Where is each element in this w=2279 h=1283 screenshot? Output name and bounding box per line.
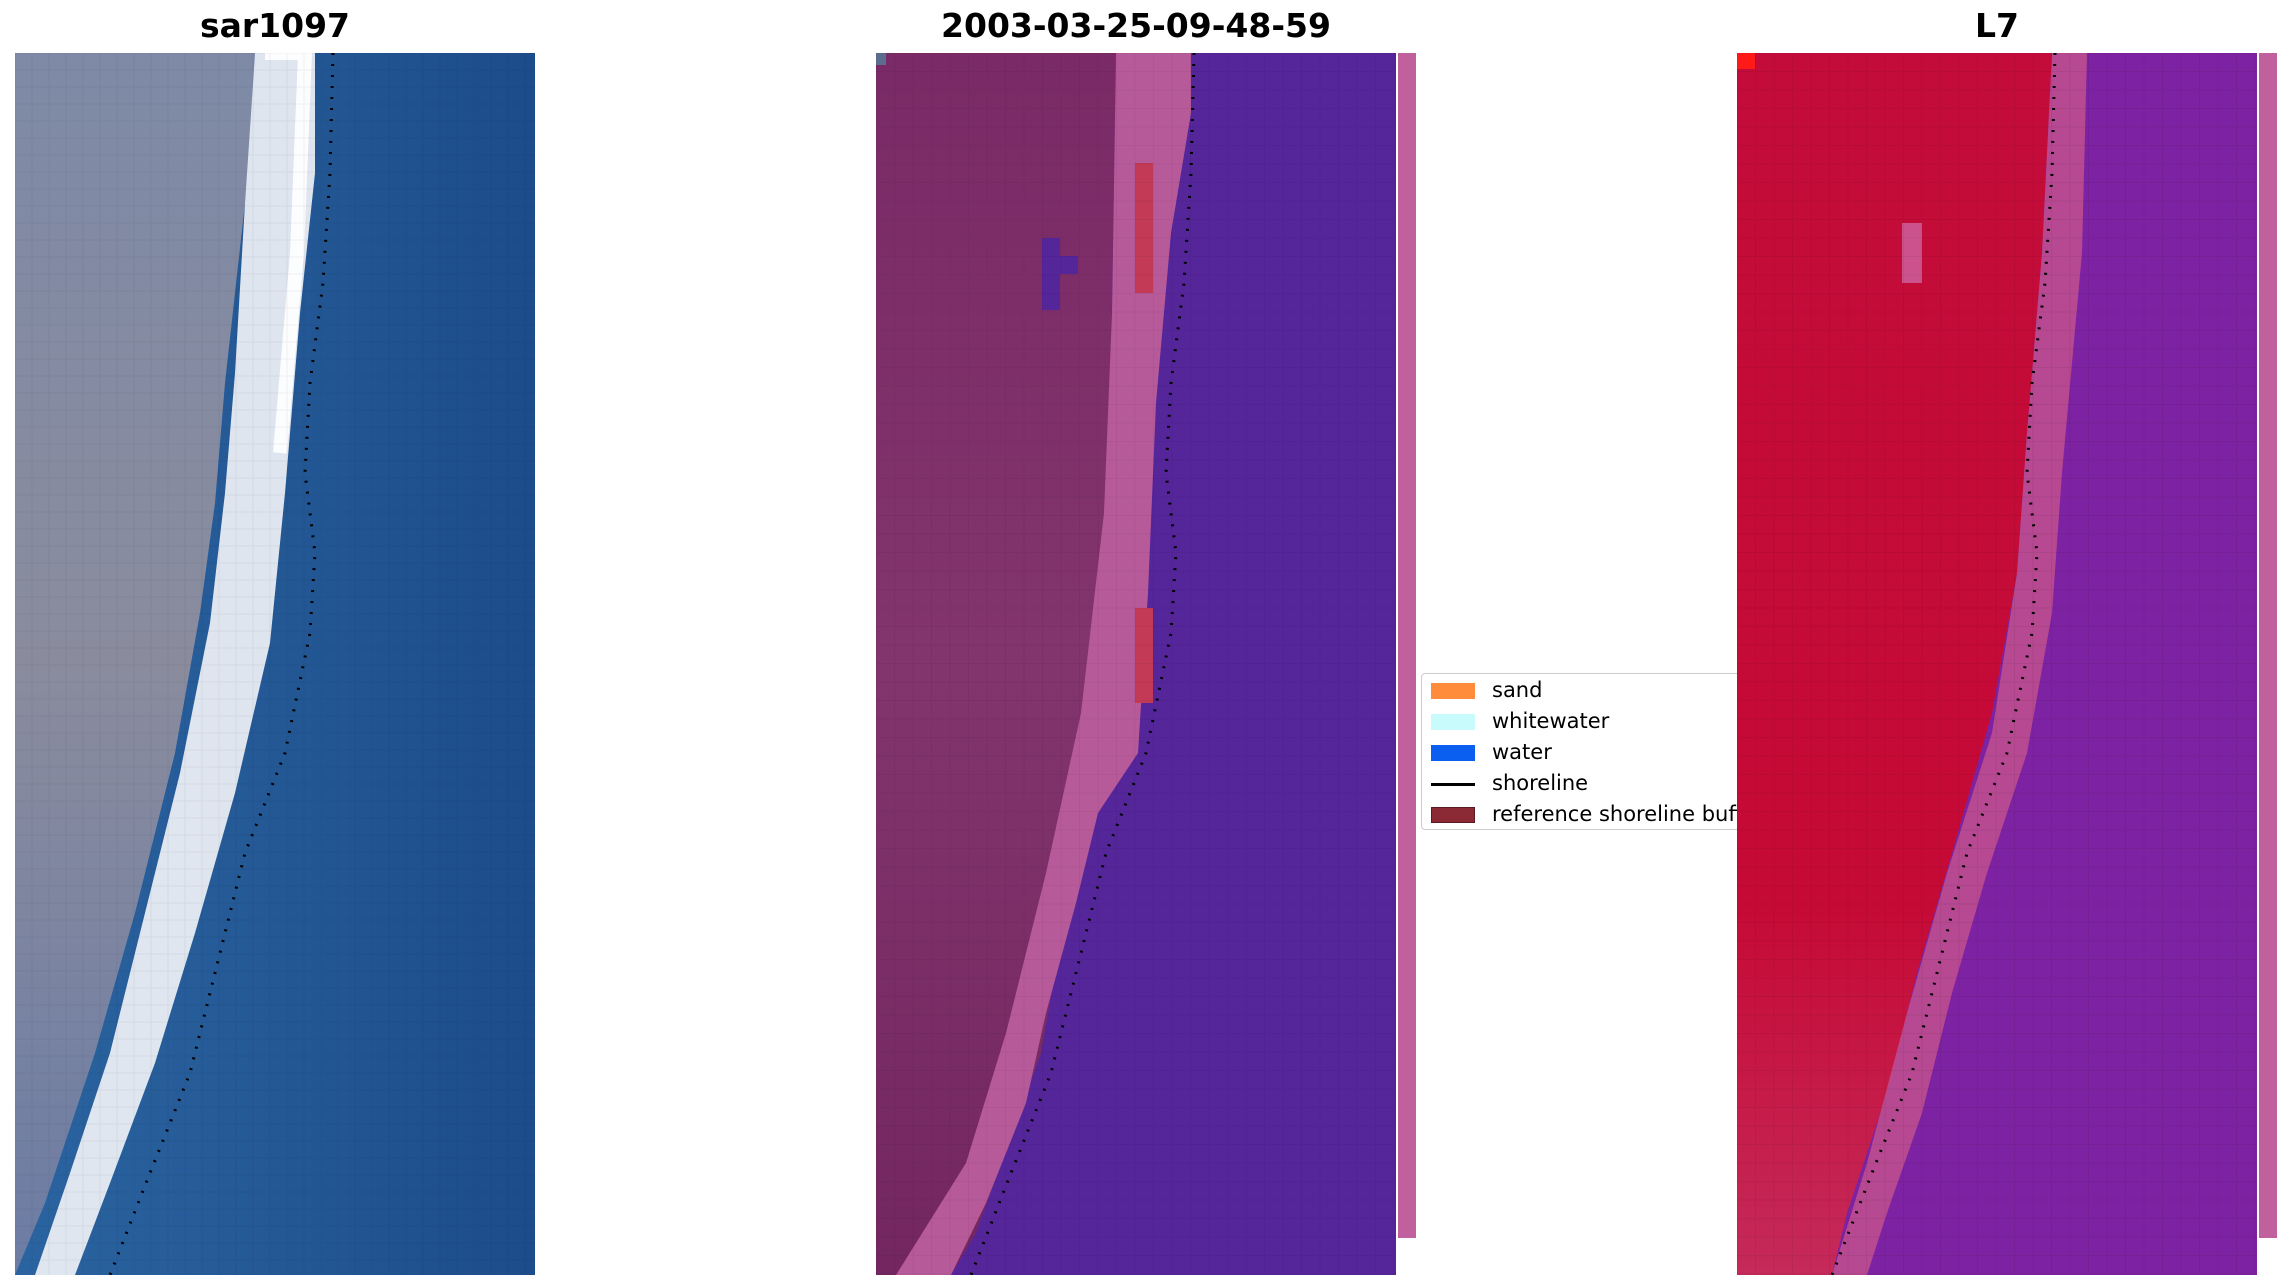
buffer-swatch [1431,807,1475,823]
whitewater-swatch [1431,714,1475,730]
panel-title-index: L7 [1975,6,2019,45]
sand-swatch [1431,683,1475,699]
edge-strip [1398,53,1416,1238]
rgb-image [15,53,535,1275]
index-image-panel [1737,53,2277,1275]
edge-strip [2259,53,2277,1238]
legend-item-water: water [1422,739,1740,767]
panel-title-rgb: sar1097 [199,6,351,45]
panel-title-classified: 2003-03-25-09-48-59 [941,6,1331,45]
legend-item-whitewater: whitewater [1422,708,1740,736]
legend-label: water [1492,740,1552,764]
rgb-image-panel [15,53,535,1275]
index-image [1737,53,2277,1275]
legend-label: shoreline [1492,771,1589,795]
water-swatch [1431,745,1475,761]
shoreline-swatch [1431,783,1475,786]
legend-label: sand [1492,678,1543,702]
classified-image [876,53,1416,1275]
legend-label: whitewater [1492,709,1610,733]
classified-image-panel [876,53,1416,1275]
legend-item-shoreline: shoreline [1422,770,1740,798]
legend-item-reference-buffer: reference shoreline buffer [1422,801,1741,829]
legend-label: reference shoreline buffer [1492,802,1741,826]
legend-item-sand: sand [1422,677,1740,705]
legend: sand whitewater water shoreline referenc… [1421,673,1741,830]
